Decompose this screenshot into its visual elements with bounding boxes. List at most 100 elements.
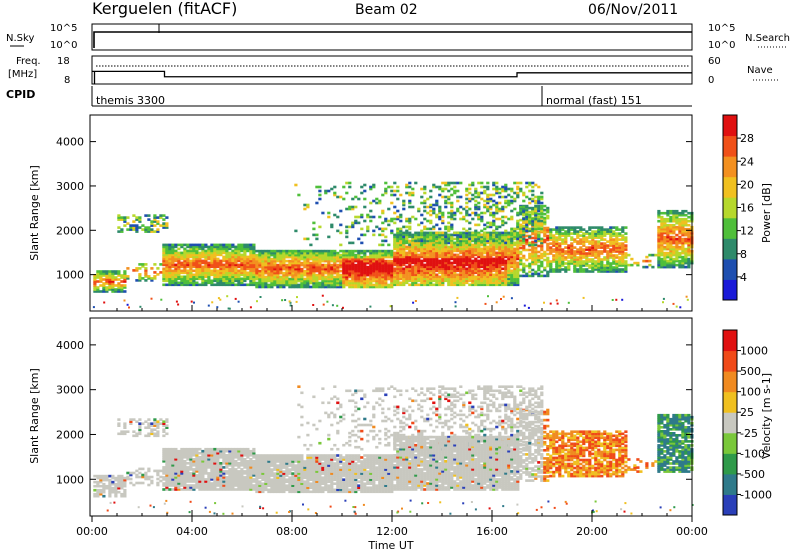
power-cell-2322 [441,283,445,287]
power-cell-1097 [303,269,307,273]
power-cell-1444 [351,261,355,265]
velocity-cell-18 [99,484,103,488]
power-cell-2684 [468,207,472,211]
power-cell-2105 [423,271,427,275]
power-noise-18 [412,301,415,304]
power-cell-1279 [330,283,334,287]
power-cell-1836 [396,189,400,193]
power-cell-1828 [396,233,400,237]
power-cell-1211 [318,249,322,253]
power-noise-46 [567,301,570,304]
power-cell-4104 [624,268,628,271]
power-cell-218 [162,222,166,225]
power-cell-316 [177,259,181,263]
velocity-cell-92 [123,480,127,484]
power-cell-1607 [372,265,376,269]
power-cell-3285 [516,225,520,229]
power-cell-2423 [447,241,451,245]
velocity-cell-191 [162,488,166,491]
power-cell-2106 [423,269,427,273]
power-cell-3785 [570,232,574,235]
power-cell-2370 [444,259,448,263]
power-cell-2807 [480,269,484,273]
power-cell-492 [207,281,211,285]
velocity-cell-383 [189,476,193,479]
power-cell-91 [120,276,124,279]
power-cell-1087 [300,253,304,257]
power-cell-2468 [450,215,454,219]
power-cell-211 [162,251,166,255]
power-cell-1277 [327,189,331,193]
power-cell-2066 [420,283,424,287]
velocity-cell-373 [186,456,190,459]
power-cell-1458 [354,285,358,289]
power-noise-26 [211,301,214,304]
power-cell-1021 [291,271,295,275]
power-cell-4001 [606,246,610,249]
power-cell-2556 [459,265,463,269]
power-cell-4037 [612,246,616,249]
power-cell-2272 [435,233,439,237]
velocity-cell-376 [186,449,190,453]
power-cell-2472 [450,205,454,209]
power-cell-1555 [366,281,370,285]
power-cell-72 [117,290,121,293]
power-cell-4160 [657,215,661,219]
power-cell-1437 [351,275,355,279]
power-cell-1550 [363,197,367,201]
power-cell-4075 [618,248,622,251]
power-cell-1318 [333,193,337,197]
velocity-cell-236 [165,424,169,427]
power-cell-1148 [309,249,313,253]
power-cell-948 [279,279,283,283]
power-cell-3526 [537,272,541,276]
power-cell-3234 [513,257,517,261]
power-cell-1362 [342,285,346,289]
power-cell-4243 [669,255,673,259]
power-cell-4086 [621,262,625,265]
power-cell-3998 [606,254,610,257]
power-cell-1946 [408,261,412,265]
power-cell-3863 [585,264,589,267]
power-cell-2087 [420,237,424,241]
power-cell-3172 [507,231,511,235]
power-cell-2616 [465,277,469,281]
power-cell-452 [198,245,202,249]
power-cell-1760 [390,253,394,257]
power-cell-3789 [573,268,577,271]
power-cell-1732 [387,265,391,269]
power-cell-1462 [354,277,358,281]
power-cell-910 [273,281,277,285]
power-cell-3408 [528,266,532,270]
power-cell-4258 [669,223,673,227]
power-cell-1450 [351,249,355,253]
power-cell-693 [237,265,241,269]
power-cell-4170 [660,251,664,255]
power-cell-3411 [528,256,532,260]
power-cell-1735 [387,259,391,263]
velocity-cell-239 [168,488,172,491]
power-cell-3104 [501,187,505,191]
power-cell-3683 [555,258,559,261]
power-cell-2064 [417,209,421,213]
power-cell-80 [117,270,121,273]
power-cell-2501 [453,241,457,245]
power-cell-3037 [498,275,502,279]
power-cell-1063 [297,265,301,269]
power-cell-1883 [402,261,406,265]
power-cell-485 [204,257,208,261]
power-cell-1490 [357,265,361,269]
power-cell-1372 [342,265,346,269]
noise-strip-frame [91,23,693,51]
power-colorbar-label-1: 24 [740,155,754,168]
power-cell-1561 [366,267,370,271]
power-cell-1961 [408,243,412,247]
power-cell-3884 [588,250,592,253]
power-noise-28 [495,301,498,304]
power-cell-3707 [558,254,562,257]
power-cell-3809 [576,262,580,265]
power-cell-101 [123,278,127,281]
power-cell-1351 [339,261,343,265]
power-cell-16 [96,270,100,273]
power-cell-960 [279,253,283,257]
